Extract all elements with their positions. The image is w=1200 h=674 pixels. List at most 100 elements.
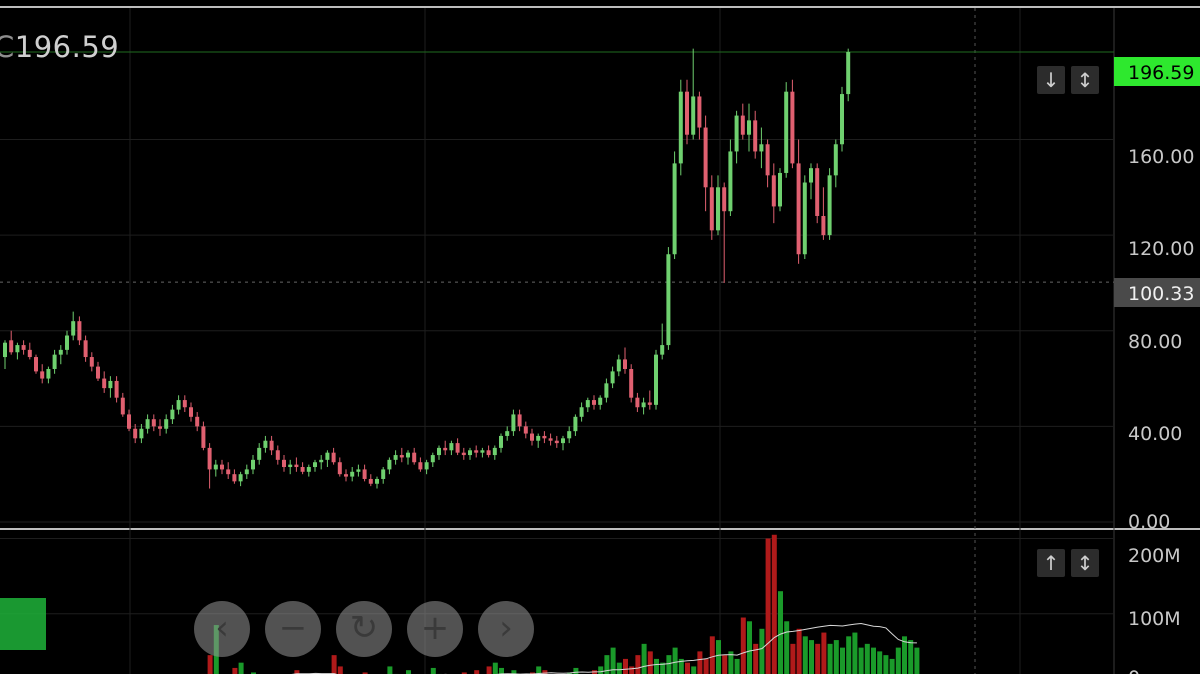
volume-bar[interactable] (840, 647, 845, 674)
volume-bar[interactable] (771, 534, 777, 674)
volume-bar[interactable] (716, 640, 721, 674)
volume-bar[interactable] (461, 672, 467, 674)
volume-bar[interactable] (759, 628, 765, 674)
candle[interactable] (418, 457, 423, 472)
volume-bar[interactable] (294, 670, 300, 674)
volume-bar[interactable] (666, 655, 672, 674)
candle[interactable] (3, 340, 7, 369)
candle[interactable] (387, 457, 392, 475)
candle[interactable] (796, 139, 801, 264)
candle[interactable] (604, 378, 609, 403)
volume-bar[interactable] (604, 655, 610, 674)
candle[interactable] (523, 421, 528, 439)
candle[interactable] (238, 471, 243, 487)
candle[interactable] (108, 376, 113, 398)
candle[interactable] (598, 395, 603, 410)
candle[interactable] (139, 423, 144, 444)
volume-bar[interactable] (691, 666, 697, 674)
candle[interactable] (424, 459, 429, 475)
zoom-in-button[interactable]: + (407, 601, 463, 657)
candle[interactable] (96, 361, 100, 381)
candle[interactable] (443, 440, 448, 456)
volume-bar[interactable] (629, 666, 635, 674)
candle[interactable] (368, 474, 373, 487)
volume-bar[interactable] (362, 672, 368, 674)
candle[interactable] (548, 433, 553, 446)
candle[interactable] (34, 354, 38, 374)
volume-bar[interactable] (406, 670, 411, 674)
volume-bar[interactable] (709, 636, 715, 674)
candle[interactable] (517, 409, 522, 432)
candle[interactable] (114, 376, 119, 403)
candle[interactable] (412, 447, 417, 465)
candle[interactable] (585, 397, 590, 413)
volume-bar[interactable] (251, 672, 256, 674)
volume-bar[interactable] (908, 640, 914, 674)
volume-bar[interactable] (430, 667, 436, 674)
candle[interactable] (592, 395, 596, 410)
volume-bar[interactable] (833, 640, 839, 674)
volume-bar[interactable] (678, 658, 684, 674)
candle[interactable] (399, 447, 404, 463)
candle[interactable] (300, 462, 305, 475)
candle[interactable] (542, 431, 547, 444)
candle[interactable] (213, 459, 218, 477)
volume-bar[interactable] (654, 658, 659, 674)
volume-bar[interactable] (486, 666, 492, 674)
volume-bar[interactable] (852, 632, 858, 674)
candle[interactable] (52, 349, 57, 374)
candle[interactable] (672, 151, 677, 260)
candle[interactable] (629, 364, 634, 403)
candle[interactable] (244, 464, 249, 479)
candle[interactable] (133, 423, 138, 444)
candle[interactable] (319, 455, 324, 470)
candle[interactable] (666, 247, 671, 350)
arrow-down-icon[interactable]: ↓ (1037, 66, 1065, 94)
candle[interactable] (145, 414, 150, 434)
volume-bar[interactable] (734, 658, 740, 674)
candle[interactable] (610, 366, 615, 389)
reset-icon[interactable]: ↻ (336, 601, 392, 657)
candle[interactable] (747, 103, 751, 152)
volume-bar[interactable] (703, 658, 709, 674)
candle[interactable] (734, 110, 739, 164)
candle[interactable] (313, 459, 317, 472)
candle[interactable] (430, 452, 435, 468)
candle[interactable] (573, 414, 578, 436)
expand-vertical-icon[interactable]: ↕ (1071, 549, 1099, 577)
volume-bar[interactable] (542, 670, 548, 674)
candle[interactable] (201, 421, 206, 451)
candle[interactable] (232, 469, 237, 484)
candle[interactable] (207, 443, 212, 489)
candle[interactable] (15, 342, 20, 360)
volume-bar[interactable] (635, 655, 641, 674)
candle[interactable] (815, 163, 820, 224)
volume-bar[interactable] (641, 643, 647, 674)
candle[interactable] (350, 467, 355, 482)
candle[interactable] (9, 330, 14, 355)
candle[interactable] (784, 82, 789, 178)
candle[interactable] (846, 48, 851, 102)
volume-bar[interactable] (573, 667, 579, 674)
candle[interactable] (709, 175, 714, 240)
candle[interactable] (461, 447, 466, 460)
candle[interactable] (58, 345, 63, 365)
volume-bar[interactable] (722, 655, 728, 674)
volume-bar[interactable] (889, 658, 895, 674)
candle[interactable] (716, 175, 720, 236)
candle[interactable] (455, 438, 460, 456)
candle[interactable] (220, 459, 224, 475)
candle[interactable] (554, 435, 559, 448)
volume-bar[interactable] (647, 651, 653, 674)
volume-bar[interactable] (895, 647, 901, 674)
candle[interactable] (151, 414, 156, 432)
candle[interactable] (257, 443, 262, 465)
candle[interactable] (660, 323, 665, 360)
candle[interactable] (654, 349, 658, 410)
candle[interactable] (306, 464, 311, 477)
candle[interactable] (474, 445, 479, 458)
candle[interactable] (530, 428, 534, 446)
candle[interactable] (120, 392, 125, 417)
volume-bar[interactable] (790, 643, 796, 674)
